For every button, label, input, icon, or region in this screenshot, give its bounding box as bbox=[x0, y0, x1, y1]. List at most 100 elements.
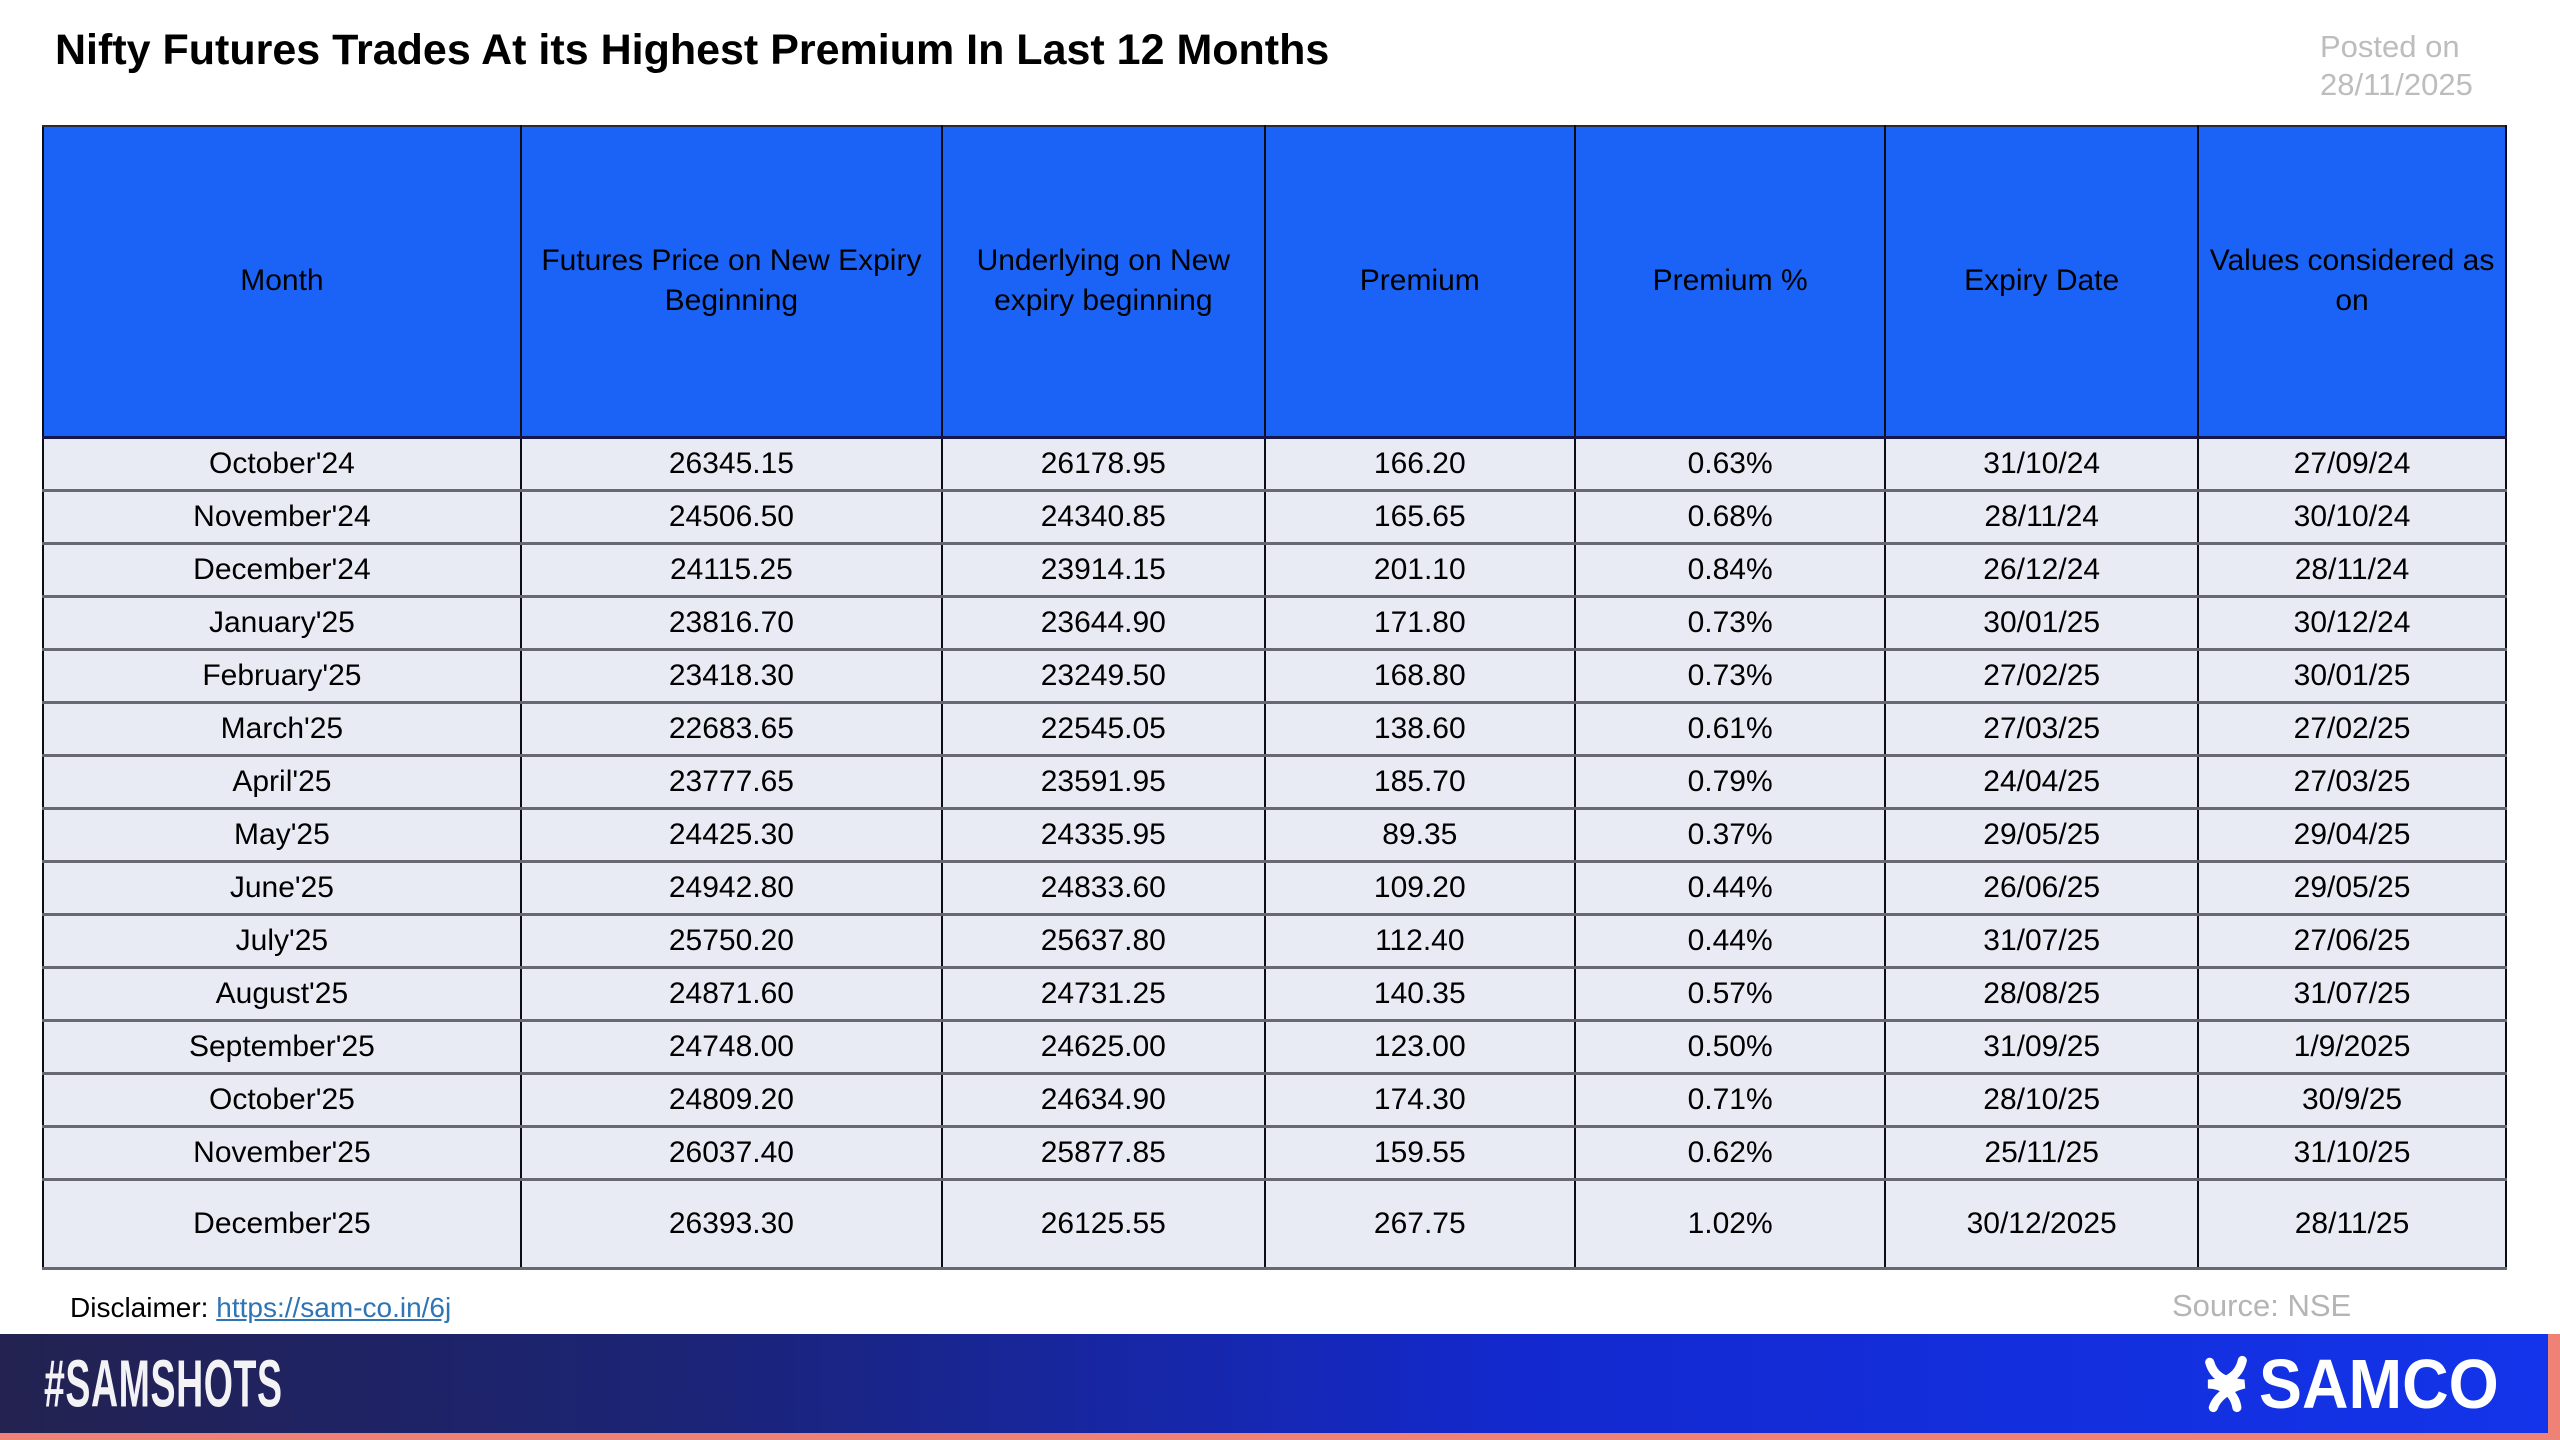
table-cell: 123.00 bbox=[1263, 1018, 1576, 1075]
table-row: November'25 26037.40 25877.85 159.55 0.62% 25… bbox=[42, 1124, 2507, 1181]
table-cell: 29/05/25 bbox=[1884, 806, 2200, 863]
table-cell: June'25 bbox=[42, 859, 522, 916]
table-cell: 0.44% bbox=[1573, 912, 1887, 969]
table-row: November'24 24506.50 24340.85 165.65 0.68% 28… bbox=[42, 488, 2507, 545]
column-header-futures-price: Futures Price on New Expiry Beginning bbox=[519, 125, 943, 439]
table-cell: 31/09/25 bbox=[1884, 1018, 2200, 1075]
table-row: April'25 23777.65 23591.95 185.70 0.79% 24/04… bbox=[42, 753, 2507, 810]
footer-band: #SAMSHOTS SAMCO bbox=[0, 1334, 2560, 1440]
table-cell: 24625.00 bbox=[940, 1018, 1266, 1075]
table-cell: 26125.55 bbox=[940, 1177, 1266, 1270]
table-cell: 24115.25 bbox=[519, 541, 943, 598]
table-row: March'25 22683.65 22545.05 138.60 0.61% 27/03… bbox=[42, 700, 2507, 757]
table-cell: 28/08/25 bbox=[1884, 965, 2200, 1022]
table-cell: December'24 bbox=[42, 541, 522, 598]
table-cell: 1.02% bbox=[1573, 1177, 1887, 1270]
table-cell: September'25 bbox=[42, 1018, 522, 1075]
table-row: May'25 24425.30 24335.95 89.35 0.37% 29/05/25… bbox=[42, 806, 2507, 863]
table-cell: 26/12/24 bbox=[1884, 541, 2200, 598]
posted-on-date: Posted on 28/11/2025 bbox=[2320, 28, 2520, 104]
table-cell: 30/01/25 bbox=[1884, 594, 2200, 651]
table-cell: 267.75 bbox=[1263, 1177, 1576, 1270]
table-cell: 159.55 bbox=[1263, 1124, 1576, 1181]
table-cell: 23777.65 bbox=[519, 753, 943, 810]
table-cell: 24506.50 bbox=[519, 488, 943, 545]
table-cell: 26178.95 bbox=[940, 435, 1266, 492]
disclaimer-label: Disclaimer: bbox=[70, 1292, 209, 1323]
table-cell: 26037.40 bbox=[519, 1124, 943, 1181]
table-cell: 30/10/24 bbox=[2197, 488, 2507, 545]
table-cell: 26393.30 bbox=[519, 1177, 943, 1270]
table-cell: 25877.85 bbox=[940, 1124, 1266, 1181]
table-row: December'24 24115.25 23914.15 201.10 0.84% 26… bbox=[42, 541, 2507, 598]
column-header-underlying: Underlying on New expiry beginning bbox=[940, 125, 1266, 439]
table-cell: October'24 bbox=[42, 435, 522, 492]
table-cell: 29/05/25 bbox=[2197, 859, 2507, 916]
table-cell: 168.80 bbox=[1263, 647, 1576, 704]
table-cell: 23249.50 bbox=[940, 647, 1266, 704]
table-cell: February'25 bbox=[42, 647, 522, 704]
table-cell: 0.71% bbox=[1573, 1071, 1887, 1128]
table-cell: 25637.80 bbox=[940, 912, 1266, 969]
table-row: October'25 24809.20 24634.90 174.30 0.71% 28/… bbox=[42, 1071, 2507, 1128]
table-cell: 22683.65 bbox=[519, 700, 943, 757]
table-row: February'25 23418.30 23249.50 168.80 0.73% 27… bbox=[42, 647, 2507, 704]
table-row: January'25 23816.70 23644.90 171.80 0.73% 30/… bbox=[42, 594, 2507, 651]
samshots-hashtag: #SAMSHOTS bbox=[44, 1346, 283, 1421]
table-cell: 0.57% bbox=[1573, 965, 1887, 1022]
table-row: December'25 26393.30 26125.55 267.75 1.02% 30… bbox=[42, 1177, 2507, 1270]
table-cell: April'25 bbox=[42, 753, 522, 810]
table-cell: October'25 bbox=[42, 1071, 522, 1128]
table-cell: 23591.95 bbox=[940, 753, 1266, 810]
table-header-row: Month Futures Price on New Expiry Beginn… bbox=[42, 125, 2507, 439]
samco-logo-text: SAMCO bbox=[2259, 1344, 2500, 1423]
table-cell: 23644.90 bbox=[940, 594, 1266, 651]
table-cell: 27/03/25 bbox=[2197, 753, 2507, 810]
table-cell: 30/01/25 bbox=[2197, 647, 2507, 704]
table-cell: 27/02/25 bbox=[2197, 700, 2507, 757]
table-cell: 0.73% bbox=[1573, 594, 1887, 651]
table-cell: 24335.95 bbox=[940, 806, 1266, 863]
table-row: July'25 25750.20 25637.80 112.40 0.44% 31/07/… bbox=[42, 912, 2507, 969]
column-header-premium: Premium bbox=[1263, 125, 1576, 439]
table-cell: 89.35 bbox=[1263, 806, 1576, 863]
table-cell: 201.10 bbox=[1263, 541, 1576, 598]
table-row: June'25 24942.80 24833.60 109.20 0.44% 26/06/… bbox=[42, 859, 2507, 916]
samco-logo-icon bbox=[2205, 1355, 2248, 1412]
posted-on-value: 28/11/2025 bbox=[2320, 66, 2473, 102]
table-cell: May'25 bbox=[42, 806, 522, 863]
table-cell: 0.68% bbox=[1573, 488, 1887, 545]
table-cell: January'25 bbox=[42, 594, 522, 651]
table-cell: 27/03/25 bbox=[1884, 700, 2200, 757]
column-header-premium-pct: Premium % bbox=[1573, 125, 1887, 439]
table-cell: 22545.05 bbox=[940, 700, 1266, 757]
table-cell: 31/07/25 bbox=[1884, 912, 2200, 969]
disclaimer-link[interactable]: https://sam-co.in/6j bbox=[216, 1292, 452, 1323]
table-cell: July'25 bbox=[42, 912, 522, 969]
table-cell: 0.37% bbox=[1573, 806, 1887, 863]
table-cell: 23418.30 bbox=[519, 647, 943, 704]
table-row: September'25 24748.00 24625.00 123.00 0.50% 3… bbox=[42, 1018, 2507, 1075]
source-note: Source: NSE bbox=[2172, 1288, 2352, 1323]
table-cell: 0.62% bbox=[1573, 1124, 1887, 1181]
table-cell: 24340.85 bbox=[940, 488, 1266, 545]
nifty-premium-table: Month Futures Price on New Expiry Beginn… bbox=[42, 125, 2507, 1270]
table-cell: 23914.15 bbox=[940, 541, 1266, 598]
table-cell: 31/10/25 bbox=[2197, 1124, 2507, 1181]
table-cell: 24871.60 bbox=[519, 965, 943, 1022]
table-cell: December'25 bbox=[42, 1177, 522, 1270]
table-cell: 30/9/25 bbox=[2197, 1071, 2507, 1128]
table-cell: August'25 bbox=[42, 965, 522, 1022]
table-cell: 27/06/25 bbox=[2197, 912, 2507, 969]
table-cell: 26345.15 bbox=[519, 435, 943, 492]
table-cell: 0.50% bbox=[1573, 1018, 1887, 1075]
table-cell: 0.63% bbox=[1573, 435, 1887, 492]
table-cell: 166.20 bbox=[1263, 435, 1576, 492]
samco-logo: SAMCO bbox=[2197, 1344, 2520, 1424]
table-cell: 174.30 bbox=[1263, 1071, 1576, 1128]
table-cell: 0.84% bbox=[1573, 541, 1887, 598]
table-cell: 0.73% bbox=[1573, 647, 1887, 704]
table-cell: 24833.60 bbox=[940, 859, 1266, 916]
table-cell: 26/06/25 bbox=[1884, 859, 2200, 916]
